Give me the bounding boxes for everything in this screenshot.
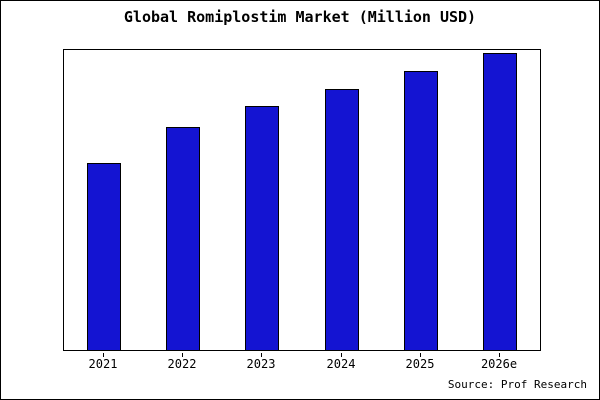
x-tick-label-2021: 2021	[88, 357, 118, 371]
x-tick-mark	[103, 353, 104, 357]
bar-2023	[245, 106, 279, 350]
x-tick-label-2025: 2025	[405, 357, 435, 371]
x-tick-label-2022: 2022	[167, 357, 197, 371]
bar-2024	[325, 89, 359, 350]
bar-2021	[87, 163, 121, 350]
x-tick-label-2023: 2023	[246, 357, 276, 371]
plot-area	[63, 49, 541, 351]
source-note: Source: Prof Research	[447, 378, 587, 391]
chart-title: Global Romiplostim Market (Million USD)	[123, 8, 477, 26]
x-tick-label-2024: 2024	[326, 357, 356, 371]
bar-2022	[166, 127, 200, 350]
x-axis-labels: 2021 2022 2023 2024 2025 2026e	[63, 353, 541, 371]
x-tick-mark	[420, 353, 421, 357]
x-tick-mark	[261, 353, 262, 357]
bar-2026e	[483, 53, 517, 350]
x-tick-mark	[499, 353, 500, 357]
x-tick-label-2026e: 2026e	[480, 357, 518, 371]
x-tick-mark	[182, 353, 183, 357]
x-tick-mark	[341, 353, 342, 357]
bar-2025	[404, 71, 438, 350]
